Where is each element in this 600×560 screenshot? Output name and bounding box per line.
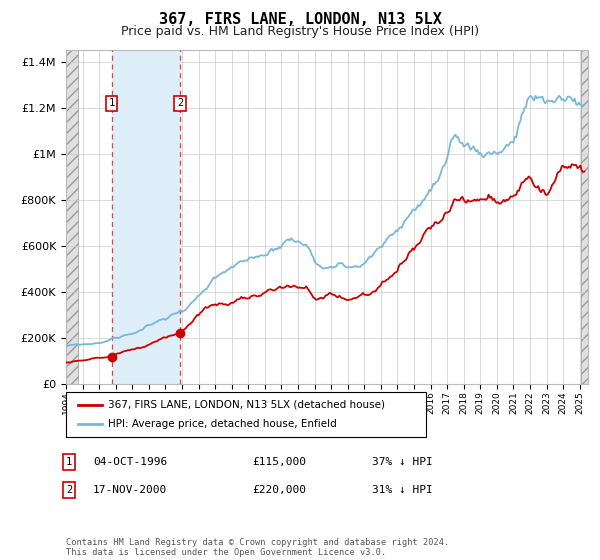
Text: £220,000: £220,000 bbox=[252, 485, 306, 495]
Text: 17-NOV-2000: 17-NOV-2000 bbox=[93, 485, 167, 495]
Text: 2: 2 bbox=[66, 485, 72, 495]
Text: 367, FIRS LANE, LONDON, N13 5LX (detached house): 367, FIRS LANE, LONDON, N13 5LX (detache… bbox=[108, 399, 385, 409]
Text: 1: 1 bbox=[66, 457, 72, 467]
Text: 1: 1 bbox=[109, 98, 115, 108]
Text: 04-OCT-1996: 04-OCT-1996 bbox=[93, 457, 167, 467]
Text: Price paid vs. HM Land Registry's House Price Index (HPI): Price paid vs. HM Land Registry's House … bbox=[121, 25, 479, 38]
Bar bbox=[66, 50, 77, 384]
Text: Contains HM Land Registry data © Crown copyright and database right 2024.
This d: Contains HM Land Registry data © Crown c… bbox=[66, 538, 449, 557]
Text: HPI: Average price, detached house, Enfield: HPI: Average price, detached house, Enfi… bbox=[108, 419, 337, 430]
Text: 2: 2 bbox=[177, 98, 183, 108]
Text: 367, FIRS LANE, LONDON, N13 5LX: 367, FIRS LANE, LONDON, N13 5LX bbox=[158, 12, 442, 27]
Text: 31% ↓ HPI: 31% ↓ HPI bbox=[372, 485, 433, 495]
Bar bbox=[581, 50, 588, 384]
Text: 37% ↓ HPI: 37% ↓ HPI bbox=[372, 457, 433, 467]
Bar bbox=[112, 50, 180, 384]
Text: £115,000: £115,000 bbox=[252, 457, 306, 467]
